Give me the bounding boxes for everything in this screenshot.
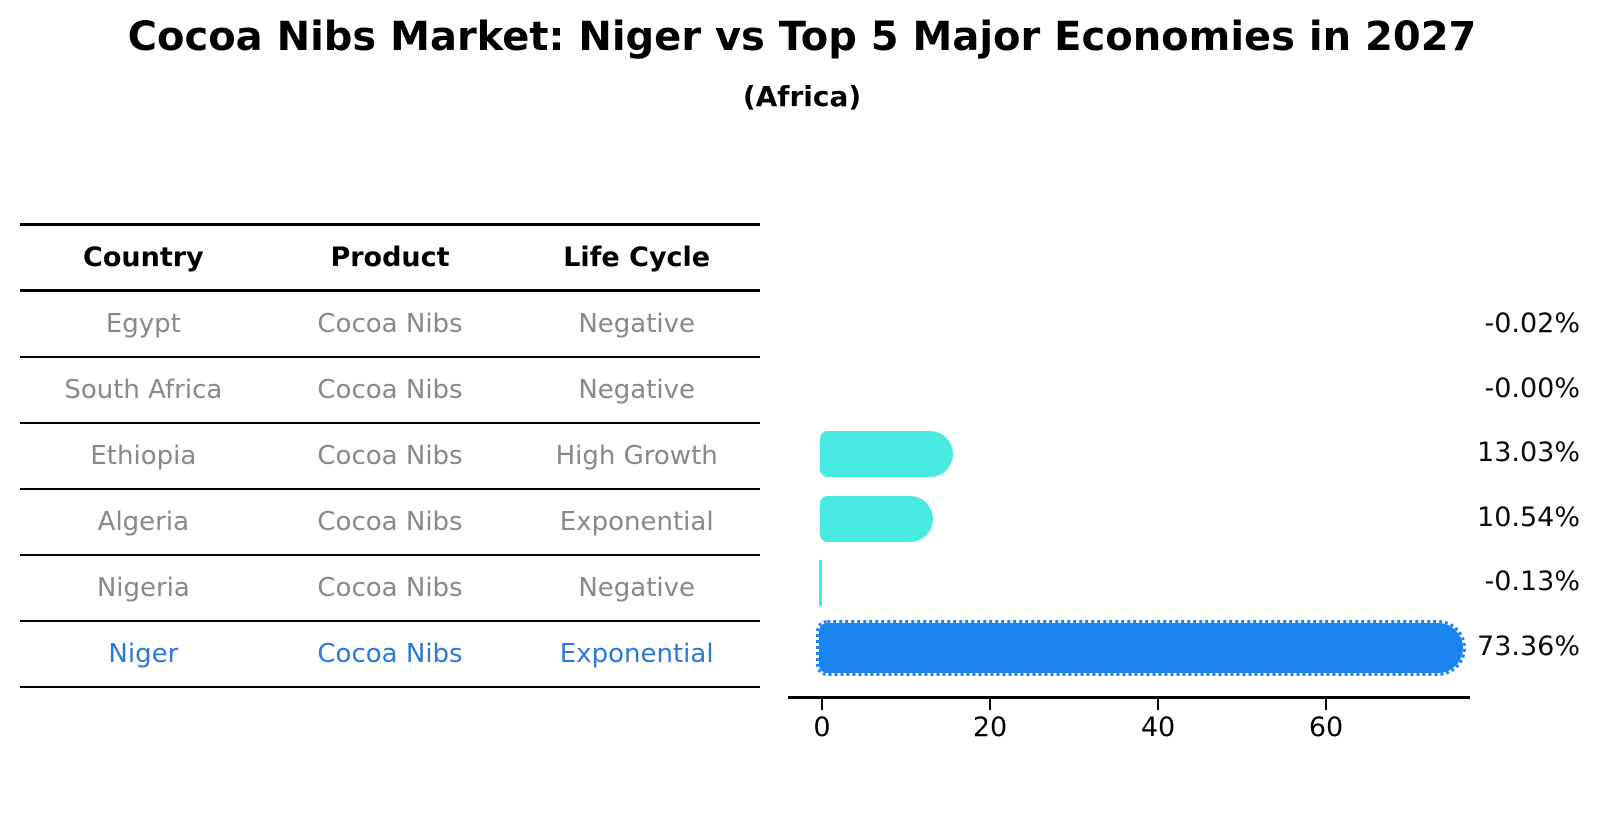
bar-niger xyxy=(816,620,1467,676)
table-row: Ethiopia Cocoa Nibs High Growth xyxy=(20,424,760,490)
table-cell-product: Cocoa Nibs xyxy=(317,573,463,603)
column-header-country: Country xyxy=(83,242,204,273)
x-tick-label: 60 xyxy=(1308,712,1344,743)
table-row: Algeria Cocoa Nibs Exponential xyxy=(20,490,760,556)
x-tick-label: 20 xyxy=(972,712,1008,743)
table-cell-product: Cocoa Nibs xyxy=(317,375,463,405)
x-tick-mark xyxy=(1157,699,1159,710)
column-header-life-cycle: Life Cycle xyxy=(563,242,711,273)
table-cell-life-cycle: Exponential xyxy=(559,507,714,537)
table-row: Niger Cocoa Nibs Exponential xyxy=(20,622,760,688)
x-tick-label: 40 xyxy=(1140,712,1176,743)
value-label: 73.36% xyxy=(1477,631,1580,662)
bar-nigeria xyxy=(818,560,822,606)
table-cell-product: Cocoa Nibs xyxy=(317,441,463,471)
country-table: Country Product Life Cycle Egypt Cocoa Ni… xyxy=(20,223,760,688)
table-cell-country: Nigeria xyxy=(96,573,190,603)
x-tick-mark xyxy=(1325,699,1327,710)
table-cell-country: Egypt xyxy=(105,309,181,339)
table-cell-life-cycle: Negative xyxy=(578,309,696,339)
x-tick-mark xyxy=(821,699,823,710)
table-cell-life-cycle: Negative xyxy=(578,375,696,405)
x-tick-label: 0 xyxy=(813,712,831,743)
table-cell-country: Niger xyxy=(108,639,179,669)
table-row: South Africa Cocoa Nibs Negative xyxy=(20,358,760,424)
value-label: -0.00% xyxy=(1484,373,1580,404)
value-label: -0.02% xyxy=(1484,308,1580,339)
table-cell-life-cycle: Negative xyxy=(578,573,696,603)
value-label: 13.03% xyxy=(1477,437,1580,468)
table-header-row: Country Product Life Cycle xyxy=(20,226,760,292)
table-cell-country: Algeria xyxy=(97,507,190,537)
value-label: -0.13% xyxy=(1484,566,1580,597)
table-cell-product: Cocoa Nibs xyxy=(317,309,463,339)
x-tick-mark xyxy=(989,699,991,710)
value-label: 10.54% xyxy=(1477,502,1580,533)
table-cell-country: Ethiopia xyxy=(90,441,197,471)
table-cell-life-cycle: Exponential xyxy=(559,639,714,669)
chart-subtitle: (Africa) xyxy=(742,80,862,113)
chart-title: Cocoa Nibs Market: Niger vs Top 5 Major … xyxy=(127,14,1477,60)
column-header-product: Product xyxy=(330,242,450,273)
table-cell-product: Cocoa Nibs xyxy=(317,639,463,669)
bar-algeria xyxy=(820,496,933,542)
table-cell-country: South Africa xyxy=(64,375,223,405)
x-axis-line xyxy=(788,696,1470,699)
table-cell-life-cycle: High Growth xyxy=(555,441,718,471)
table-body: Egypt Cocoa Nibs Negative South Africa Cocoa… xyxy=(20,292,760,688)
table-row: Egypt Cocoa Nibs Negative xyxy=(20,292,760,358)
table-cell-product: Cocoa Nibs xyxy=(317,507,463,537)
bar-ethiopia xyxy=(820,431,954,477)
table-row: Nigeria Cocoa Nibs Negative xyxy=(20,556,760,622)
